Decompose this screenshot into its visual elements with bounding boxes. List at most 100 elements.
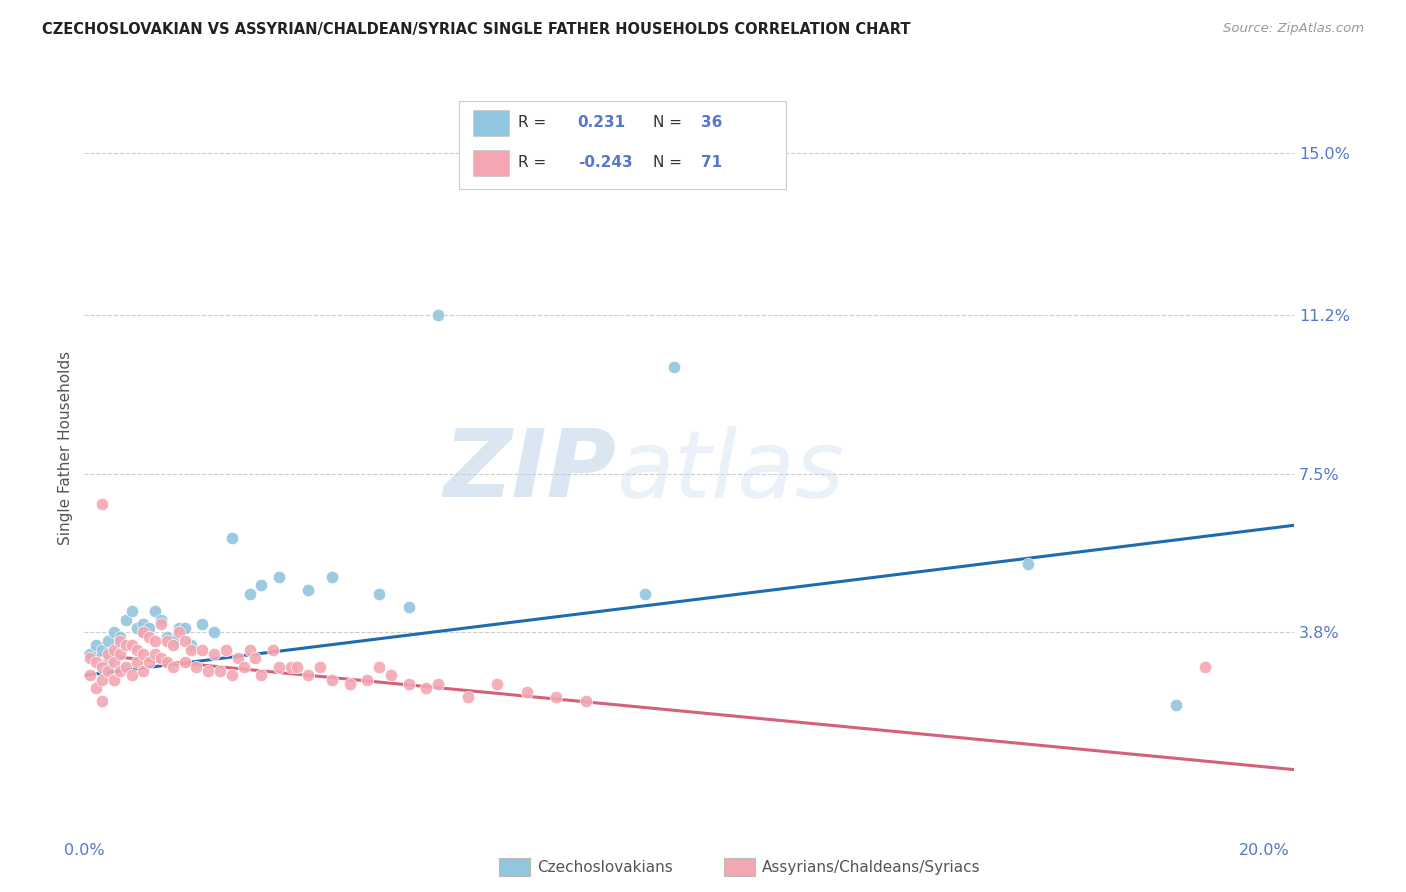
Point [79,651,101,665]
Point [132,647,155,661]
Point [79,647,101,661]
FancyBboxPatch shape [472,111,509,136]
Point [191,616,214,631]
Point [398,677,420,691]
Point [197,664,219,678]
Point [457,690,479,704]
Point [516,685,538,699]
Point [202,625,225,640]
Point [114,613,136,627]
Point [84,638,107,652]
Point [79,668,101,682]
Y-axis label: Single Father Households: Single Father Households [58,351,73,545]
Point [546,690,568,704]
Point [143,634,166,648]
Point [91,497,114,511]
Point [238,642,260,657]
Point [232,659,254,673]
Point [162,634,184,648]
Point [250,668,273,682]
Point [309,659,332,673]
Point [150,616,173,631]
Point [103,647,125,661]
Point [132,625,155,640]
FancyBboxPatch shape [460,101,786,189]
Text: atlas: atlas [616,425,845,516]
Point [103,656,125,670]
Point [84,656,107,670]
Point [103,673,125,687]
Point [108,634,131,648]
Point [1164,698,1187,713]
Point [132,616,155,631]
Point [267,659,290,673]
Point [368,659,391,673]
Point [368,587,391,601]
Point [634,587,657,601]
Point [143,647,166,661]
Point [138,630,160,644]
Point [339,677,361,691]
Point [297,668,319,682]
Point [103,625,125,640]
Point [156,656,179,670]
Point [226,651,249,665]
Point [1194,659,1216,673]
Point [91,659,114,673]
Point [380,668,402,682]
Point [191,642,214,657]
Point [221,668,243,682]
Point [138,656,160,670]
Point [280,659,302,673]
Point [356,673,378,687]
Point [167,625,190,640]
Point [221,531,243,545]
Point [321,570,343,584]
Text: N =: N = [652,154,686,169]
Point [97,656,120,670]
Point [486,677,509,691]
Point [108,664,131,678]
Text: 0.231: 0.231 [578,115,626,130]
Point [238,587,260,601]
Point [91,673,114,687]
FancyBboxPatch shape [472,150,509,176]
Point [97,664,120,678]
Point [208,664,231,678]
Point [245,651,267,665]
Point [114,659,136,673]
Point [267,570,290,584]
Point [150,651,173,665]
Point [162,659,184,673]
Point [575,694,598,708]
Point [180,642,202,657]
Text: 36: 36 [702,115,723,130]
Point [173,656,195,670]
Text: Czechoslovakians: Czechoslovakians [537,861,673,875]
Text: Source: ZipAtlas.com: Source: ZipAtlas.com [1223,22,1364,36]
Point [664,359,686,374]
Text: -0.243: -0.243 [578,154,633,169]
Point [97,647,120,661]
Point [427,309,450,323]
Point [398,599,420,614]
Point [162,638,184,652]
Text: N =: N = [652,115,686,130]
Text: R =: R = [519,115,551,130]
Point [321,673,343,687]
Point [180,638,202,652]
Point [114,638,136,652]
Point [427,677,450,691]
Point [127,656,149,670]
Point [250,578,273,592]
Point [121,668,143,682]
Point [132,664,155,678]
Point [167,621,190,635]
Text: CZECHOSLOVAKIAN VS ASSYRIAN/CHALDEAN/SYRIAC SINGLE FATHER HOUSEHOLDS CORRELATION: CZECHOSLOVAKIAN VS ASSYRIAN/CHALDEAN/SYR… [42,22,911,37]
Point [121,604,143,618]
Point [186,659,208,673]
Point [91,642,114,657]
Point [1017,557,1039,571]
Point [202,647,225,661]
Text: Assyrians/Chaldeans/Syriacs: Assyrians/Chaldeans/Syriacs [762,861,980,875]
